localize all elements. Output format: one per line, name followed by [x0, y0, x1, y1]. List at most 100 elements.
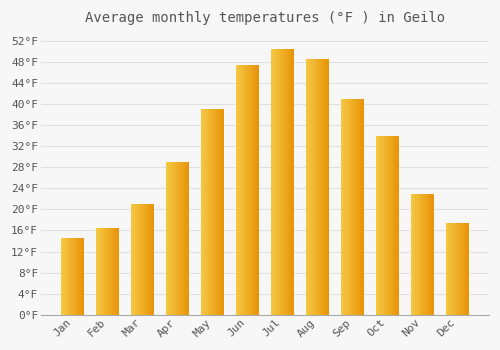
Bar — [360, 99, 362, 315]
Bar — [429, 194, 430, 315]
Bar — [312, 60, 313, 315]
Bar — [250, 65, 251, 315]
Bar — [202, 110, 203, 315]
Bar — [258, 65, 259, 315]
Bar — [236, 65, 237, 315]
Bar — [424, 194, 426, 315]
Bar — [238, 65, 240, 315]
Bar — [116, 228, 118, 315]
Bar — [210, 110, 212, 315]
Bar — [274, 49, 276, 315]
Bar — [456, 223, 457, 315]
Bar — [142, 204, 144, 315]
Bar — [392, 136, 393, 315]
Bar — [282, 49, 284, 315]
Bar — [346, 99, 348, 315]
Bar — [320, 60, 322, 315]
Bar — [64, 238, 66, 315]
Bar — [208, 110, 209, 315]
Bar — [180, 162, 181, 315]
Bar — [74, 238, 75, 315]
Bar — [349, 99, 350, 315]
Bar — [181, 162, 182, 315]
Bar — [307, 60, 308, 315]
Bar — [108, 228, 110, 315]
Bar — [201, 110, 202, 315]
Bar — [146, 204, 147, 315]
Bar — [289, 49, 290, 315]
Bar — [104, 228, 106, 315]
Bar — [178, 162, 180, 315]
Bar — [72, 238, 74, 315]
Bar — [342, 99, 343, 315]
Bar — [416, 194, 418, 315]
Bar — [421, 194, 422, 315]
Bar — [118, 228, 119, 315]
Bar — [251, 65, 252, 315]
Bar — [176, 162, 178, 315]
Bar — [186, 162, 188, 315]
Bar — [70, 238, 72, 315]
Bar — [209, 110, 210, 315]
Bar — [465, 223, 466, 315]
Bar — [271, 49, 272, 315]
Bar — [147, 204, 148, 315]
Bar — [106, 228, 108, 315]
Bar — [280, 49, 281, 315]
Bar — [287, 49, 288, 315]
Bar — [246, 65, 248, 315]
Bar — [432, 194, 434, 315]
Bar — [352, 99, 354, 315]
Bar — [341, 99, 342, 315]
Bar — [148, 204, 150, 315]
Bar — [428, 194, 429, 315]
Bar — [204, 110, 206, 315]
Bar — [68, 238, 69, 315]
Bar — [174, 162, 175, 315]
Bar — [240, 65, 242, 315]
Bar — [245, 65, 246, 315]
Bar — [447, 223, 448, 315]
Bar — [394, 136, 395, 315]
Bar — [448, 223, 449, 315]
Bar — [344, 99, 346, 315]
Bar — [144, 204, 145, 315]
Bar — [114, 228, 116, 315]
Bar — [376, 136, 377, 315]
Bar — [248, 65, 250, 315]
Bar — [464, 223, 465, 315]
Bar — [216, 110, 217, 315]
Bar — [450, 223, 452, 315]
Bar — [110, 228, 111, 315]
Bar — [326, 60, 328, 315]
Bar — [276, 49, 278, 315]
Bar — [286, 49, 287, 315]
Bar — [308, 60, 310, 315]
Bar — [460, 223, 462, 315]
Bar — [411, 194, 412, 315]
Bar — [182, 162, 183, 315]
Bar — [140, 204, 141, 315]
Bar — [430, 194, 432, 315]
Bar — [356, 99, 357, 315]
Bar — [454, 223, 455, 315]
Bar — [449, 223, 450, 315]
Bar — [351, 99, 352, 315]
Bar — [244, 65, 245, 315]
Bar — [378, 136, 380, 315]
Bar — [281, 49, 282, 315]
Bar — [69, 238, 70, 315]
Bar — [175, 162, 176, 315]
Bar — [137, 204, 138, 315]
Bar — [212, 110, 214, 315]
Bar — [310, 60, 312, 315]
Bar — [315, 60, 316, 315]
Bar — [322, 60, 323, 315]
Bar — [457, 223, 458, 315]
Bar — [462, 223, 463, 315]
Bar — [83, 238, 84, 315]
Bar — [380, 136, 382, 315]
Bar — [62, 238, 64, 315]
Bar — [350, 99, 351, 315]
Bar — [150, 204, 152, 315]
